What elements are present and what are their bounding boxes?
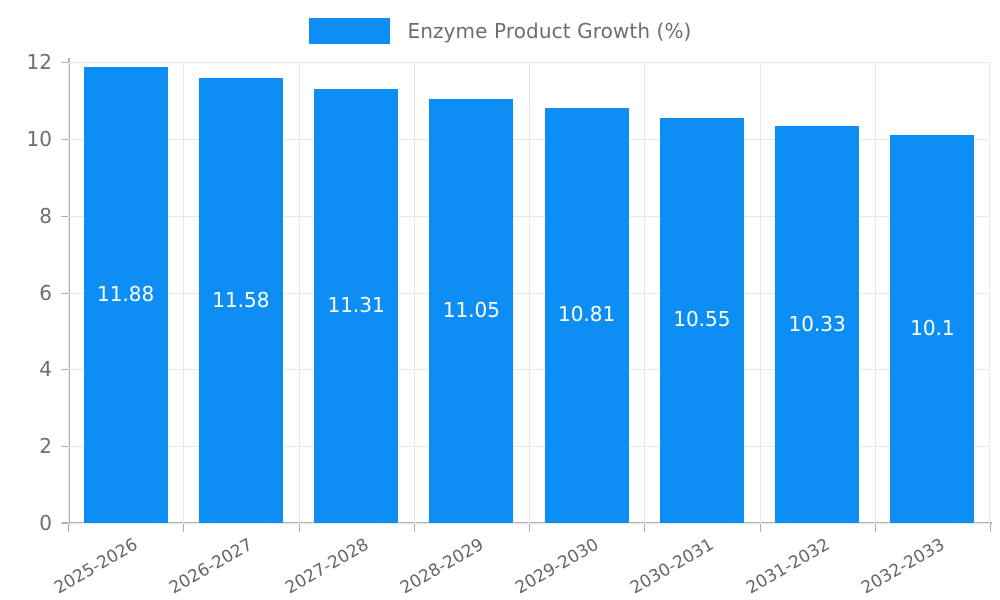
x-axis-tick: [874, 524, 876, 532]
x-axis-tick: [644, 524, 646, 532]
y-axis-tick: [61, 523, 68, 524]
x-axis-tick-label: 2027-2028: [281, 534, 372, 598]
bar-value-label: 11.58: [212, 287, 270, 312]
x-axis-tick-label: 2032-2033: [857, 534, 949, 598]
y-axis-tick: [61, 138, 68, 140]
bar[interactable]: [659, 117, 744, 523]
x-axis-tick: [990, 524, 991, 532]
bar[interactable]: [890, 135, 975, 523]
y-axis-tick-label: 6: [39, 280, 52, 305]
x-axis-tick: [68, 524, 69, 532]
y-axis-tick-label: 12: [26, 50, 52, 74]
y-axis-tick-label: 10: [26, 126, 52, 151]
bar-value-label: 10.33: [788, 311, 846, 336]
x-axis-tick: [298, 524, 300, 532]
bar[interactable]: [429, 98, 514, 523]
bar-value-label: 11.88: [96, 281, 155, 306]
x-axis-tick-label: 2031-2032: [742, 534, 833, 598]
gridline-vertical: [874, 62, 876, 523]
gridline-vertical: [529, 62, 530, 523]
x-axis-tick-label: 2028-2029: [396, 534, 488, 598]
plot-area: 11.88 11.58 11.31 11.05 10.81 10.55 10.33 10.1: [68, 62, 990, 524]
y-axis-tick: [61, 62, 68, 63]
bar-value-label: 11.05: [442, 297, 500, 322]
bar-value-label: 11.31: [327, 292, 385, 317]
legend-label: Enzyme Product Growth (%): [407, 19, 692, 43]
gridline-vertical: [298, 62, 300, 523]
y-axis-tick: [61, 446, 68, 448]
y-axis-tick-label: 4: [39, 357, 52, 382]
x-axis-tick: [529, 524, 530, 532]
gridline-vertical: [989, 62, 990, 523]
bar[interactable]: [314, 88, 399, 523]
x-axis-tick: [759, 524, 761, 532]
x-axis-tick-label: 2029-2030: [512, 534, 603, 598]
y-axis-tick: [61, 215, 68, 217]
gridline-horizontal: [68, 523, 990, 524]
gridline-vertical: [183, 62, 185, 523]
gridline-vertical: [759, 62, 761, 523]
x-axis-tick-label: 2030-2031: [627, 534, 718, 598]
x-axis-tick: [413, 524, 415, 532]
y-axis-tick-label: 2: [39, 434, 52, 459]
legend-entry-enzyme-product-growth[interactable]: Enzyme Product Growth (%): [308, 18, 692, 44]
bar-value-label: 10.55: [673, 307, 731, 332]
chart-legend: Enzyme Product Growth (%): [0, 10, 1000, 52]
x-axis-tick-label: 2025-2026: [51, 534, 142, 598]
y-axis-spine: [68, 58, 70, 525]
bar[interactable]: [83, 66, 168, 523]
legend-swatch-icon: [308, 18, 390, 44]
bar[interactable]: [544, 107, 629, 523]
bar-value-label: 10.1: [910, 315, 955, 340]
bar-value-label: 10.81: [557, 302, 616, 327]
y-axis-tick-label: 0: [39, 511, 52, 535]
y-axis-tick: [61, 369, 68, 371]
gridline-vertical: [413, 62, 415, 523]
bar[interactable]: [198, 78, 283, 523]
x-axis-tick-label: 2026-2027: [166, 534, 257, 598]
y-axis-tick-label: 8: [39, 203, 52, 228]
gridline-vertical: [68, 62, 69, 523]
bar[interactable]: [775, 126, 860, 523]
x-axis-tick: [183, 524, 185, 532]
y-axis-tick: [61, 292, 68, 294]
gridline-vertical: [644, 62, 646, 523]
